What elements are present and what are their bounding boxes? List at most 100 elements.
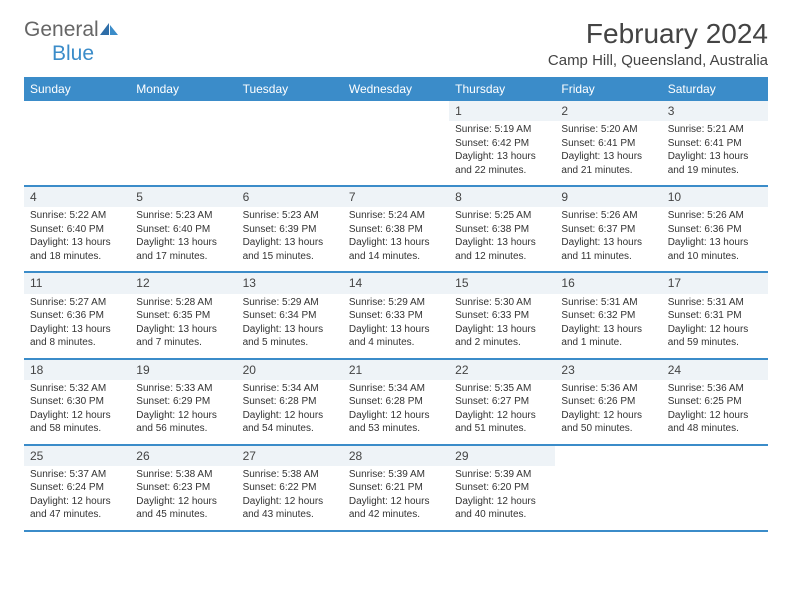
sunrise-line: Sunrise: 5:34 AM [243, 382, 337, 396]
day-number: 12 [130, 273, 236, 293]
day-cell [130, 101, 236, 185]
day-number: 3 [662, 101, 768, 121]
sunrise-line: Sunrise: 5:31 AM [668, 296, 762, 310]
header: General Blue February 2024 Camp Hill, Qu… [24, 18, 768, 69]
sunrise-line: Sunrise: 5:34 AM [349, 382, 443, 396]
day-cell: 11Sunrise: 5:27 AMSunset: 6:36 PMDayligh… [24, 273, 130, 357]
day-cell: 1Sunrise: 5:19 AMSunset: 6:42 PMDaylight… [449, 101, 555, 185]
sunrise-line: Sunrise: 5:21 AM [668, 123, 762, 137]
day-header: Monday [130, 77, 236, 101]
sunset-line: Sunset: 6:31 PM [668, 309, 762, 323]
sunrise-line: Sunrise: 5:36 AM [668, 382, 762, 396]
daylight-line: Daylight: 12 hours and 48 minutes. [668, 409, 762, 436]
daylight-line: Daylight: 13 hours and 22 minutes. [455, 150, 549, 177]
day-cell: 13Sunrise: 5:29 AMSunset: 6:34 PMDayligh… [237, 273, 343, 357]
sunset-line: Sunset: 6:33 PM [349, 309, 443, 323]
daylight-line: Daylight: 13 hours and 14 minutes. [349, 236, 443, 263]
day-cell: 16Sunrise: 5:31 AMSunset: 6:32 PMDayligh… [555, 273, 661, 357]
daylight-line: Daylight: 12 hours and 56 minutes. [136, 409, 230, 436]
sunset-line: Sunset: 6:38 PM [455, 223, 549, 237]
day-cell: 4Sunrise: 5:22 AMSunset: 6:40 PMDaylight… [24, 187, 130, 271]
sunset-line: Sunset: 6:37 PM [561, 223, 655, 237]
daylight-line: Daylight: 13 hours and 15 minutes. [243, 236, 337, 263]
sunrise-line: Sunrise: 5:28 AM [136, 296, 230, 310]
day-cell: 26Sunrise: 5:38 AMSunset: 6:23 PMDayligh… [130, 446, 236, 530]
sunset-line: Sunset: 6:36 PM [668, 223, 762, 237]
logo-sail-icon [99, 22, 119, 36]
sunrise-line: Sunrise: 5:38 AM [243, 468, 337, 482]
daylight-line: Daylight: 12 hours and 54 minutes. [243, 409, 337, 436]
day-header: Thursday [449, 77, 555, 101]
logo-general: General [24, 18, 99, 41]
daylight-line: Daylight: 13 hours and 4 minutes. [349, 323, 443, 350]
week-row: 1Sunrise: 5:19 AMSunset: 6:42 PMDaylight… [24, 101, 768, 187]
daylight-line: Daylight: 13 hours and 12 minutes. [455, 236, 549, 263]
sunrise-line: Sunrise: 5:29 AM [243, 296, 337, 310]
sunset-line: Sunset: 6:24 PM [30, 481, 124, 495]
sunset-line: Sunset: 6:32 PM [561, 309, 655, 323]
day-number: 17 [662, 273, 768, 293]
sunset-line: Sunset: 6:34 PM [243, 309, 337, 323]
sunrise-line: Sunrise: 5:35 AM [455, 382, 549, 396]
day-cell: 29Sunrise: 5:39 AMSunset: 6:20 PMDayligh… [449, 446, 555, 530]
day-number: 25 [24, 446, 130, 466]
week-row: 4Sunrise: 5:22 AMSunset: 6:40 PMDaylight… [24, 187, 768, 273]
day-header: Tuesday [237, 77, 343, 101]
sunset-line: Sunset: 6:40 PM [30, 223, 124, 237]
daylight-line: Daylight: 12 hours and 47 minutes. [30, 495, 124, 522]
sunrise-line: Sunrise: 5:39 AM [455, 468, 549, 482]
sunset-line: Sunset: 6:21 PM [349, 481, 443, 495]
sunset-line: Sunset: 6:22 PM [243, 481, 337, 495]
sunrise-line: Sunrise: 5:24 AM [349, 209, 443, 223]
daylight-line: Daylight: 12 hours and 53 minutes. [349, 409, 443, 436]
sunrise-line: Sunrise: 5:20 AM [561, 123, 655, 137]
day-number: 28 [343, 446, 449, 466]
sunrise-line: Sunrise: 5:30 AM [455, 296, 549, 310]
daylight-line: Daylight: 13 hours and 5 minutes. [243, 323, 337, 350]
sunset-line: Sunset: 6:40 PM [136, 223, 230, 237]
daylight-line: Daylight: 13 hours and 10 minutes. [668, 236, 762, 263]
day-number: 23 [555, 360, 661, 380]
sunrise-line: Sunrise: 5:27 AM [30, 296, 124, 310]
calendar: SundayMondayTuesdayWednesdayThursdayFrid… [24, 77, 768, 532]
logo-blue: Blue [52, 42, 94, 65]
sunset-line: Sunset: 6:41 PM [668, 137, 762, 151]
day-cell: 23Sunrise: 5:36 AMSunset: 6:26 PMDayligh… [555, 360, 661, 444]
daylight-line: Daylight: 12 hours and 42 minutes. [349, 495, 443, 522]
week-row: 25Sunrise: 5:37 AMSunset: 6:24 PMDayligh… [24, 446, 768, 532]
day-number: 15 [449, 273, 555, 293]
day-number: 6 [237, 187, 343, 207]
daylight-line: Daylight: 12 hours and 51 minutes. [455, 409, 549, 436]
day-cell: 21Sunrise: 5:34 AMSunset: 6:28 PMDayligh… [343, 360, 449, 444]
day-number: 9 [555, 187, 661, 207]
daylight-line: Daylight: 13 hours and 17 minutes. [136, 236, 230, 263]
sunset-line: Sunset: 6:25 PM [668, 395, 762, 409]
day-cell: 7Sunrise: 5:24 AMSunset: 6:38 PMDaylight… [343, 187, 449, 271]
day-cell: 22Sunrise: 5:35 AMSunset: 6:27 PMDayligh… [449, 360, 555, 444]
daylight-line: Daylight: 12 hours and 58 minutes. [30, 409, 124, 436]
day-number: 5 [130, 187, 236, 207]
sunset-line: Sunset: 6:28 PM [243, 395, 337, 409]
daylight-line: Daylight: 13 hours and 19 minutes. [668, 150, 762, 177]
logo: General Blue [24, 18, 119, 66]
sunset-line: Sunset: 6:36 PM [30, 309, 124, 323]
day-number: 24 [662, 360, 768, 380]
day-cell: 27 Sunrise: 5:38 AMSunset: 6:22 PMDayligh… [237, 446, 343, 530]
day-cell: 6Sunrise: 5:23 AMSunset: 6:39 PMDaylight… [237, 187, 343, 271]
day-number: 27 [237, 446, 343, 466]
day-cell: 9Sunrise: 5:26 AMSunset: 6:37 PMDaylight… [555, 187, 661, 271]
daylight-line: Daylight: 12 hours and 43 minutes. [243, 495, 337, 522]
day-number: 14 [343, 273, 449, 293]
daylight-line: Daylight: 12 hours and 59 minutes. [668, 323, 762, 350]
sunrise-line: Sunrise: 5:25 AM [455, 209, 549, 223]
day-cell [237, 101, 343, 185]
location: Camp Hill, Queensland, Australia [548, 52, 768, 69]
day-number: 2 [555, 101, 661, 121]
day-number: 21 [343, 360, 449, 380]
daylight-line: Daylight: 13 hours and 7 minutes. [136, 323, 230, 350]
day-cell: 19Sunrise: 5:33 AMSunset: 6:29 PMDayligh… [130, 360, 236, 444]
day-number: 26 [130, 446, 236, 466]
sunrise-line: Sunrise: 5:26 AM [668, 209, 762, 223]
week-row: 11Sunrise: 5:27 AMSunset: 6:36 PMDayligh… [24, 273, 768, 359]
day-cell [555, 446, 661, 530]
